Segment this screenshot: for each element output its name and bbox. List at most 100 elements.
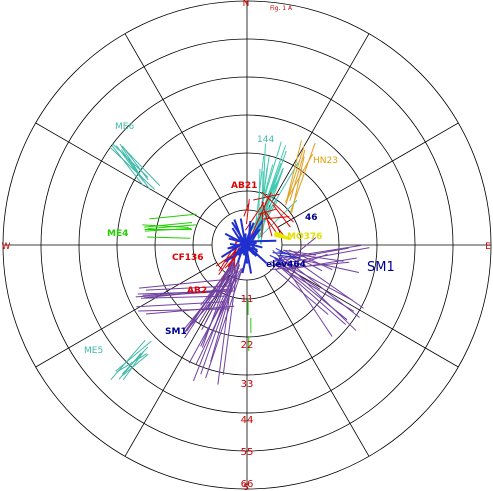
trace-seafoam-70 [115,145,144,182]
scale-label-33: 33 [241,379,254,390]
trace-purple-110 [277,251,344,262]
trace-purple-117 [274,247,349,262]
label-sm1-east: SM1 [367,260,395,275]
trace-purple-129 [280,255,360,318]
trace-red-44 [266,219,278,234]
trace-red-45 [261,191,294,223]
label-46: 46 [305,213,318,223]
compass-north: N [243,0,250,9]
scale-label-66: 66 [241,479,254,490]
label-me4: ME4 [107,229,128,239]
trace-red-35 [261,212,264,238]
label-ab2-bottom: AB2 [187,286,207,296]
trace-red-52 [218,247,238,276]
trace-purple-115 [283,249,317,256]
trace-blue-178 [275,247,292,257]
trace-seafoam-65 [109,146,156,190]
trace-purple-79 [205,266,236,323]
trace-blue-170 [248,229,260,245]
trace-seafoam-76 [110,340,146,381]
trace-purple-82 [183,260,240,330]
spoke-150 [264,275,370,457]
scale-label-22: 22 [241,340,254,351]
spoke-120 [277,262,459,368]
trace-green-61 [144,227,192,232]
trace-green-62 [146,236,191,239]
trace-purple-95 [195,267,244,365]
label-me6: ME6 [115,122,134,132]
trace-blue-179 [278,256,283,262]
trace-blue-176 [274,263,281,266]
trace-purple-102 [136,301,226,308]
label-me5: ME5 [84,346,103,356]
label-144: 144 [257,135,274,145]
label-cf136: CF136 [172,253,204,263]
label-elev464: elev464 [266,260,306,270]
scale-label-44: 44 [241,415,254,426]
trace-blue-172 [273,257,283,264]
trace-red-43 [264,210,285,237]
trace-teal-22 [249,206,270,233]
label-sm1-south: SM1 [165,327,187,337]
trace-blue-157 [244,244,253,274]
trace-green-58 [147,224,198,230]
trace-purple-127 [286,257,357,271]
trace-purple-130 [286,264,354,301]
figure-tag: Fig. 1 A [270,5,293,12]
spoke-60 [277,122,459,228]
scale-label-11: 11 [241,294,254,305]
trace-blue-175 [269,254,292,266]
trace-purple-98 [198,265,234,324]
trace-blue-162 [229,242,250,249]
label-hn23: HN23 [313,156,338,166]
trace-teal-20 [253,141,282,233]
trace-seafoam-74 [116,353,147,373]
trace-seafoam-63 [120,149,150,190]
trace-teal-19 [258,199,298,239]
trace-yellow-182 [274,234,291,241]
trace-purple-99 [188,268,242,364]
spoke-30 [264,33,370,215]
trace-red-34 [245,202,265,231]
trace-purple-85 [205,268,243,379]
trace-purple-83 [222,267,238,376]
trace-blue-171 [235,239,250,245]
trace-seafoam-69 [122,145,149,181]
trace-blue-173 [278,254,301,259]
spoke-330 [124,33,230,215]
trace-purple-126 [288,249,333,271]
trace-purple-119 [270,260,355,312]
trace-orange-29 [289,142,316,213]
trace-green-57 [142,224,189,228]
trace-purple-90 [201,262,234,348]
compass-east: E [485,242,491,252]
scale-label-55: 55 [241,447,254,458]
trace-purple-100 [139,278,233,289]
trace-purple-108 [145,285,231,291]
trace-blue-168 [247,246,258,257]
trace-green-59 [144,221,192,228]
trace-purple-112 [274,268,329,315]
trace-orange-28 [286,140,302,201]
trace-purple-113 [282,244,362,259]
trace-purple-103 [140,295,226,299]
trace-purple-118 [274,259,321,290]
trace-purple-109 [142,289,226,296]
trace-red-40 [250,202,267,237]
trace-orange-30 [289,149,306,201]
compass-west: W [2,242,11,252]
trace-purple-114 [272,249,357,331]
trace-blue-164 [241,248,250,274]
trace-seafoam-77 [121,353,149,377]
spoke-300 [35,122,217,228]
data-traces [109,140,370,385]
azimuth-spokes [3,1,491,489]
trace-purple-96 [214,262,239,326]
trace-seafoam-75 [122,351,145,381]
trace-red-41 [272,204,291,228]
trace-purple-125 [277,254,333,337]
label-mo376: MO376 [287,232,322,242]
spoke-210 [124,275,230,457]
trace-seafoam-68 [111,145,144,186]
